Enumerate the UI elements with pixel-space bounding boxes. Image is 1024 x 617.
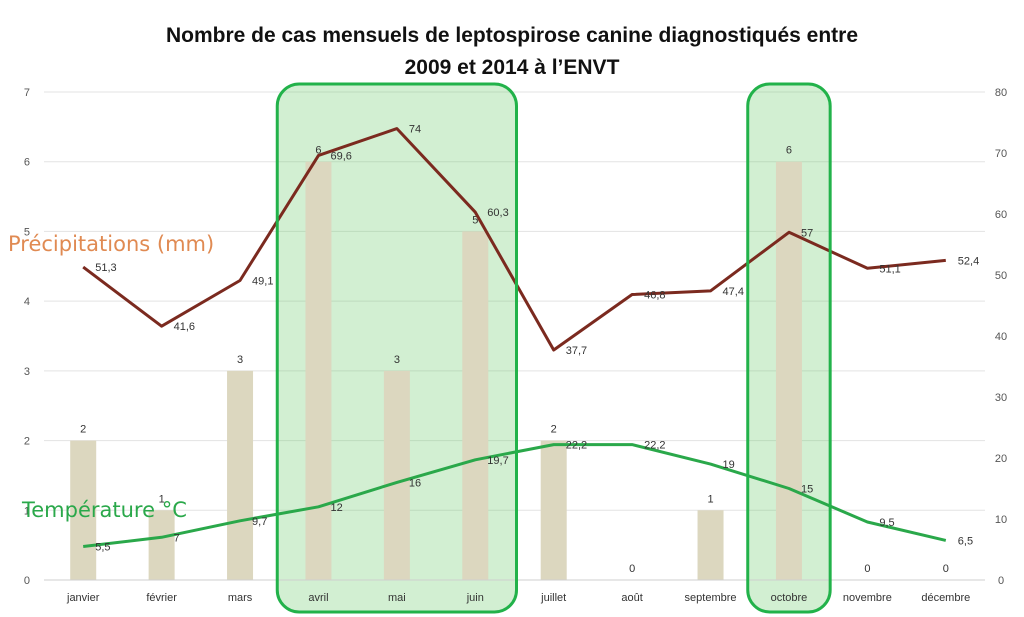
- right-axis-tick-label: 70: [995, 148, 1007, 160]
- highlight-outline: [746, 82, 832, 614]
- bar-data-label: 0: [943, 563, 949, 575]
- chart-title-line-2: 2009 et 2014 à l’ENVT: [404, 56, 620, 79]
- bar: [697, 510, 724, 580]
- line-data-label: 49,1: [252, 275, 273, 287]
- bar-data-label: 3: [237, 354, 243, 366]
- right-axis-tick-label: 20: [995, 453, 1007, 465]
- bar-data-label: 1: [159, 493, 165, 505]
- x-axis-tick-label: octobre: [771, 592, 808, 604]
- temperature-series-label: Température °C: [22, 498, 187, 522]
- bar: [383, 370, 410, 580]
- bar: [227, 370, 254, 580]
- x-axis-tick-label: mars: [228, 592, 253, 604]
- x-axis-tick-label: juin: [466, 592, 484, 604]
- line-data-label: 47,4: [723, 286, 744, 298]
- left-axis-tick-label: 0: [24, 575, 30, 587]
- left-axis-tick-label: 4: [24, 296, 30, 308]
- x-axis-tick-label: août: [621, 592, 642, 604]
- precipitation-series-label: Précipitations (mm): [8, 232, 215, 256]
- left-axis-tick-label: 2: [24, 436, 30, 448]
- bar: [462, 231, 489, 580]
- line-data-label: 69,6: [330, 150, 351, 162]
- bar-data-label: 0: [629, 563, 635, 575]
- highlight-outline: [275, 82, 518, 614]
- left-axis-tick-label: 6: [24, 157, 30, 169]
- left-axis-tick-label: 7: [24, 87, 30, 99]
- line-data-label: 57: [801, 227, 813, 239]
- x-axis-tick-label: avril: [308, 592, 328, 604]
- line-data-label: 9,5: [879, 517, 894, 529]
- right-axis-tick-label: 40: [995, 331, 1007, 343]
- bar: [148, 510, 175, 580]
- x-axis-tick-label: mai: [388, 592, 406, 604]
- right-axis-tick-label: 30: [995, 392, 1007, 404]
- line-data-label: 19,7: [487, 455, 508, 467]
- left-axis-tick-label: 5: [24, 226, 30, 238]
- left-axis-tick-label: 1: [24, 505, 30, 517]
- bar-data-label: 2: [80, 424, 86, 436]
- line-data-label: 74: [409, 124, 421, 136]
- line-data-label: 60,3: [487, 207, 508, 219]
- series-line: [82, 127, 946, 352]
- highlight-region: [277, 84, 517, 612]
- right-axis-tick-label: 60: [995, 209, 1007, 221]
- left-axis-tick-label: 3: [24, 366, 30, 378]
- line-data-label: 7: [174, 532, 180, 544]
- bar-data-label: 5: [472, 214, 478, 226]
- right-axis-tick-label: 50: [995, 270, 1007, 282]
- line-data-label: 52,4: [958, 255, 979, 267]
- bar: [70, 440, 97, 580]
- line-data-label: 16: [409, 477, 421, 489]
- line-data-label: 15: [801, 484, 813, 496]
- bar-data-label: 0: [864, 563, 870, 575]
- bar-data-label: 6: [786, 145, 792, 157]
- line-data-label: 6,5: [958, 535, 973, 547]
- x-axis-tick-label: novembre: [843, 592, 892, 604]
- bar-data-label: 1: [707, 493, 713, 505]
- right-axis-tick-label: 0: [998, 575, 1004, 587]
- right-axis-tick-label: 80: [995, 87, 1007, 99]
- line-data-label: 22,2: [644, 440, 665, 452]
- line-data-label: 51,1: [879, 263, 900, 275]
- line-data-label: 46,8: [644, 290, 665, 302]
- bar: [775, 161, 802, 580]
- line-data-label: 37,7: [566, 345, 587, 357]
- line-data-label: 19: [723, 459, 735, 471]
- x-axis-tick-label: septembre: [685, 592, 737, 604]
- bar: [540, 440, 567, 580]
- bar-data-label: 2: [551, 424, 557, 436]
- line-data-label: 5,5: [95, 541, 110, 553]
- line-data-label: 51,3: [95, 262, 116, 274]
- bar-data-label: 6: [315, 145, 321, 157]
- chart-title-line-1: Nombre de cas mensuels de leptospirose c…: [165, 24, 859, 47]
- line-data-label: 22,2: [566, 440, 587, 452]
- x-axis-tick-label: février: [146, 592, 177, 604]
- line-data-label: 12: [330, 502, 342, 514]
- right-axis-tick-label: 10: [995, 514, 1007, 526]
- x-axis-tick-label: juillet: [540, 592, 566, 604]
- line-data-label: 41,6: [174, 321, 195, 333]
- line-data-label: 9,7: [252, 516, 267, 528]
- bar: [305, 161, 332, 580]
- x-axis-tick-label: janvier: [66, 592, 100, 604]
- series-line: [83, 443, 947, 548]
- x-axis-tick-label: décembre: [921, 592, 970, 604]
- bar-data-label: 3: [394, 354, 400, 366]
